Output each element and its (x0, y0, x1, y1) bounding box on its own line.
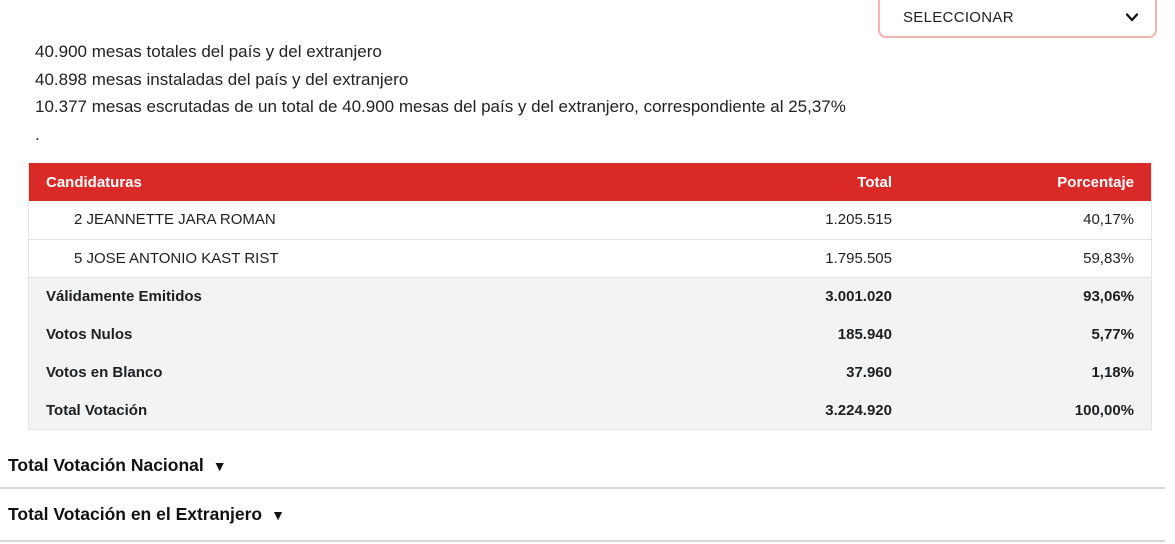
summary-total: 185.940 (837, 325, 892, 343)
table-header-row: Candidaturas Total Porcentaje (29, 163, 1151, 201)
accordion-sections: Total Votación Nacional ▼ Total Votación… (0, 444, 1165, 542)
region-select[interactable]: SELECCIONAR (878, 0, 1157, 38)
summary-label: Total Votación (46, 401, 148, 419)
accordion-total-votacion-extranjero[interactable]: Total Votación en el Extranjero ▼ (0, 489, 1165, 542)
candidate-row-jara: 2 JEANNETTE JARA ROMAN 1.205.515 40,17% (29, 201, 1151, 239)
region-select-value: SELECCIONAR (903, 8, 1014, 26)
header-porcentaje: Porcentaje (909, 163, 1151, 201)
accordion-label: Total Votación en el Extranjero (8, 504, 263, 524)
summary-row-votos-en-blanco: Votos en Blanco 37.960 1,18% (29, 353, 1151, 391)
caret-down-icon: ▼ (212, 457, 227, 474)
mesas-escrutadas-line: 10.377 mesas escrutadas de un total de 4… (35, 97, 846, 116)
mesas-period-line: . (35, 124, 40, 144)
summary-total: 3.001.020 (825, 287, 892, 305)
summary-total: 37.960 (846, 363, 892, 381)
candidate-percent: 40,17% (1083, 211, 1134, 229)
summary-percent: 5,77% (1091, 325, 1134, 343)
results-table: Candidaturas Total Porcentaje 2 JEANNETT… (28, 163, 1152, 430)
candidate-name: 2 JEANNETTE JARA ROMAN (74, 211, 276, 229)
candidate-name: 5 JOSE ANTONIO KAST RIST (74, 249, 279, 267)
header-candidaturas: Candidaturas (29, 163, 589, 201)
summary-total: 3.224.920 (825, 401, 892, 419)
summary-percent: 1,18% (1091, 363, 1134, 381)
summary-label: Válidamente Emitidos (46, 287, 202, 305)
caret-down-icon: ▼ (271, 506, 285, 523)
candidate-total: 1.205.515 (825, 211, 892, 229)
summary-row-total-votacion: Total Votación 3.224.920 100,00% (29, 391, 1151, 429)
summary-label: Votos en Blanco (46, 363, 163, 381)
accordion-total-votacion-nacional[interactable]: Total Votación Nacional ▼ (0, 444, 1165, 489)
header-total: Total (589, 163, 909, 201)
mesas-totales-line: 40.900 mesas totales del país y del extr… (35, 42, 382, 61)
accordion-label: Total Votación Nacional (8, 455, 204, 475)
summary-row-validamente-emitidos: Válidamente Emitidos 3.001.020 93,06% (29, 277, 1151, 315)
mesas-instaladas-line: 40.898 mesas instaladas del país y del e… (35, 69, 409, 89)
summary-row-votos-nulos: Votos Nulos 185.940 5,77% (29, 315, 1151, 353)
summary-percent: 93,06% (1083, 287, 1134, 305)
chevron-down-icon (1123, 8, 1141, 26)
candidate-row-kast: 5 JOSE ANTONIO KAST RIST 1.795.505 59,83… (29, 239, 1151, 277)
summary-percent: 100,00% (1074, 401, 1134, 419)
candidate-percent: 59,83% (1083, 249, 1134, 267)
candidate-total: 1.795.505 (825, 249, 892, 267)
summary-label: Votos Nulos (46, 325, 133, 343)
mesas-summary: 40.900 mesas totales del país y del extr… (35, 38, 846, 148)
